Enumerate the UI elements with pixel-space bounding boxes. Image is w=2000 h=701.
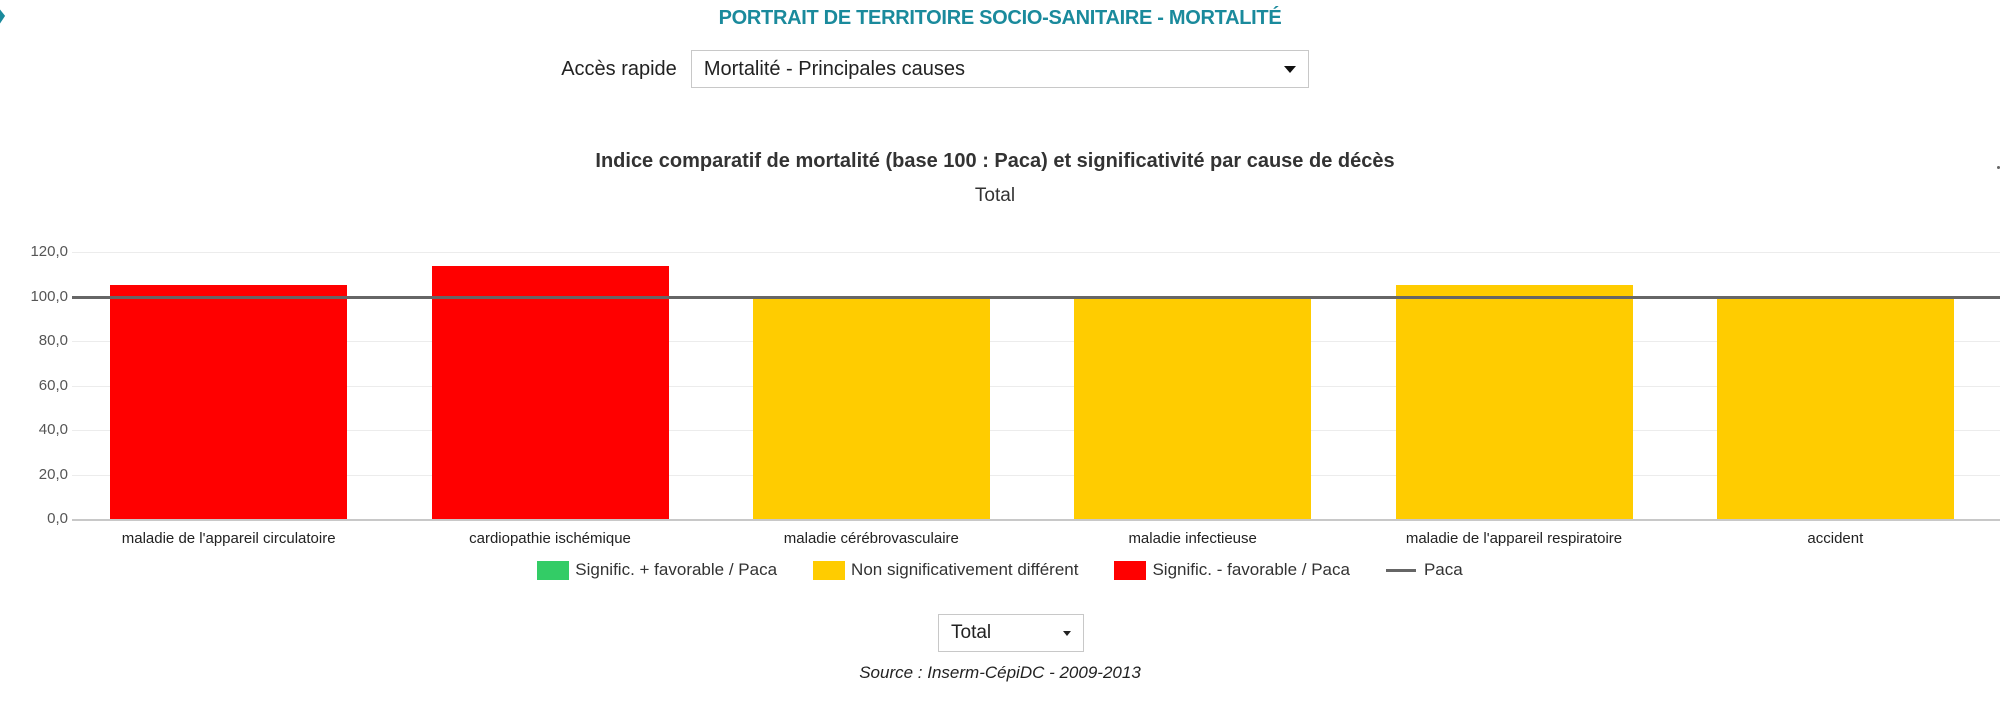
quick-access-select[interactable]: Mortalité - Principales causes (690, 50, 1309, 88)
legend-swatch-icon (537, 560, 570, 580)
y-tick-label: 40,0 (38, 421, 68, 438)
chevron-down-icon (1283, 65, 1296, 73)
y-tick-label: 80,0 (38, 332, 68, 349)
y-tick-label: 100,0 (30, 287, 68, 305)
quick-access-value: Mortalité - Principales causes (703, 57, 966, 80)
chart-title: Indice comparatif de mortalité (base 100… (595, 150, 1395, 172)
y-tick-label: 0,0 (47, 510, 68, 527)
legend-swatch-icon (1114, 560, 1147, 580)
y-tick-label: 60,0 (38, 376, 68, 394)
page-title: PORTRAIT DE TERRITOIRE SOCIO-SANITAIRE -… (718, 7, 1282, 29)
legend-item[interactable]: Non significativement différent (813, 560, 1078, 580)
legend-line-icon (1385, 568, 1416, 572)
x-axis-label: cardiopathie ischémique (469, 530, 631, 547)
gridline (72, 385, 2000, 387)
logo-fragment-icon (0, 9, 6, 24)
chart-bar[interactable] (1716, 299, 1954, 519)
legend-label: Paca (1423, 560, 1463, 579)
legend-swatch-icon (813, 560, 846, 580)
source-note: Source : Inserm-CépiDC - 2009-2013 (859, 663, 1141, 682)
legend-item[interactable]: Signific. + favorable / Paca (537, 560, 777, 580)
x-axis-label: accident (1807, 530, 1864, 547)
x-axis-label: maladie infectieuse (1128, 530, 1257, 547)
quick-access-label: Accès rapide (561, 57, 677, 80)
gridline (72, 341, 2000, 342)
legend-item[interactable]: Signific. - favorable / Paca (1114, 560, 1350, 580)
x-axis-label: maladie de l'appareil circulatoire (121, 530, 336, 547)
chart-bar[interactable] (1074, 297, 1312, 519)
legend-label: Signific. + favorable / Paca (575, 560, 778, 579)
x-axis-label: maladie de l'appareil respiratoire (1405, 530, 1623, 547)
x-axis-label: maladie cérébrovasculaire (783, 530, 959, 547)
legend-label: Signific. - favorable / Paca (1152, 560, 1350, 579)
chart-bar[interactable] (431, 266, 669, 519)
y-tick-label: 20,0 (38, 465, 68, 483)
chevron-down-icon (1063, 630, 1071, 636)
x-axis-line (72, 519, 2000, 521)
chart-bar[interactable] (752, 297, 990, 519)
chart-legend: Signific. + favorable / Paca Non signific… (0, 560, 2000, 580)
chart-subtitle: Total (974, 185, 1016, 206)
chart-bar[interactable] (1395, 285, 1633, 519)
quick-access-row: Accès rapide Mortalité - Principales cau… (0, 50, 2000, 88)
chart-bar[interactable] (110, 285, 348, 519)
y-tick-label: 120,0 (30, 243, 68, 260)
reference-line-paca (72, 295, 2000, 299)
gridline (72, 474, 2000, 476)
population-filter-select[interactable]: Total (938, 614, 1084, 652)
legend-item[interactable]: Paca (1385, 560, 1463, 580)
population-filter-value: Total (951, 622, 992, 643)
gridline (72, 430, 2000, 431)
export-menu-icon[interactable] (1997, 166, 2000, 169)
legend-label: Non significativement différent (851, 560, 1079, 579)
gridline (72, 252, 2000, 253)
